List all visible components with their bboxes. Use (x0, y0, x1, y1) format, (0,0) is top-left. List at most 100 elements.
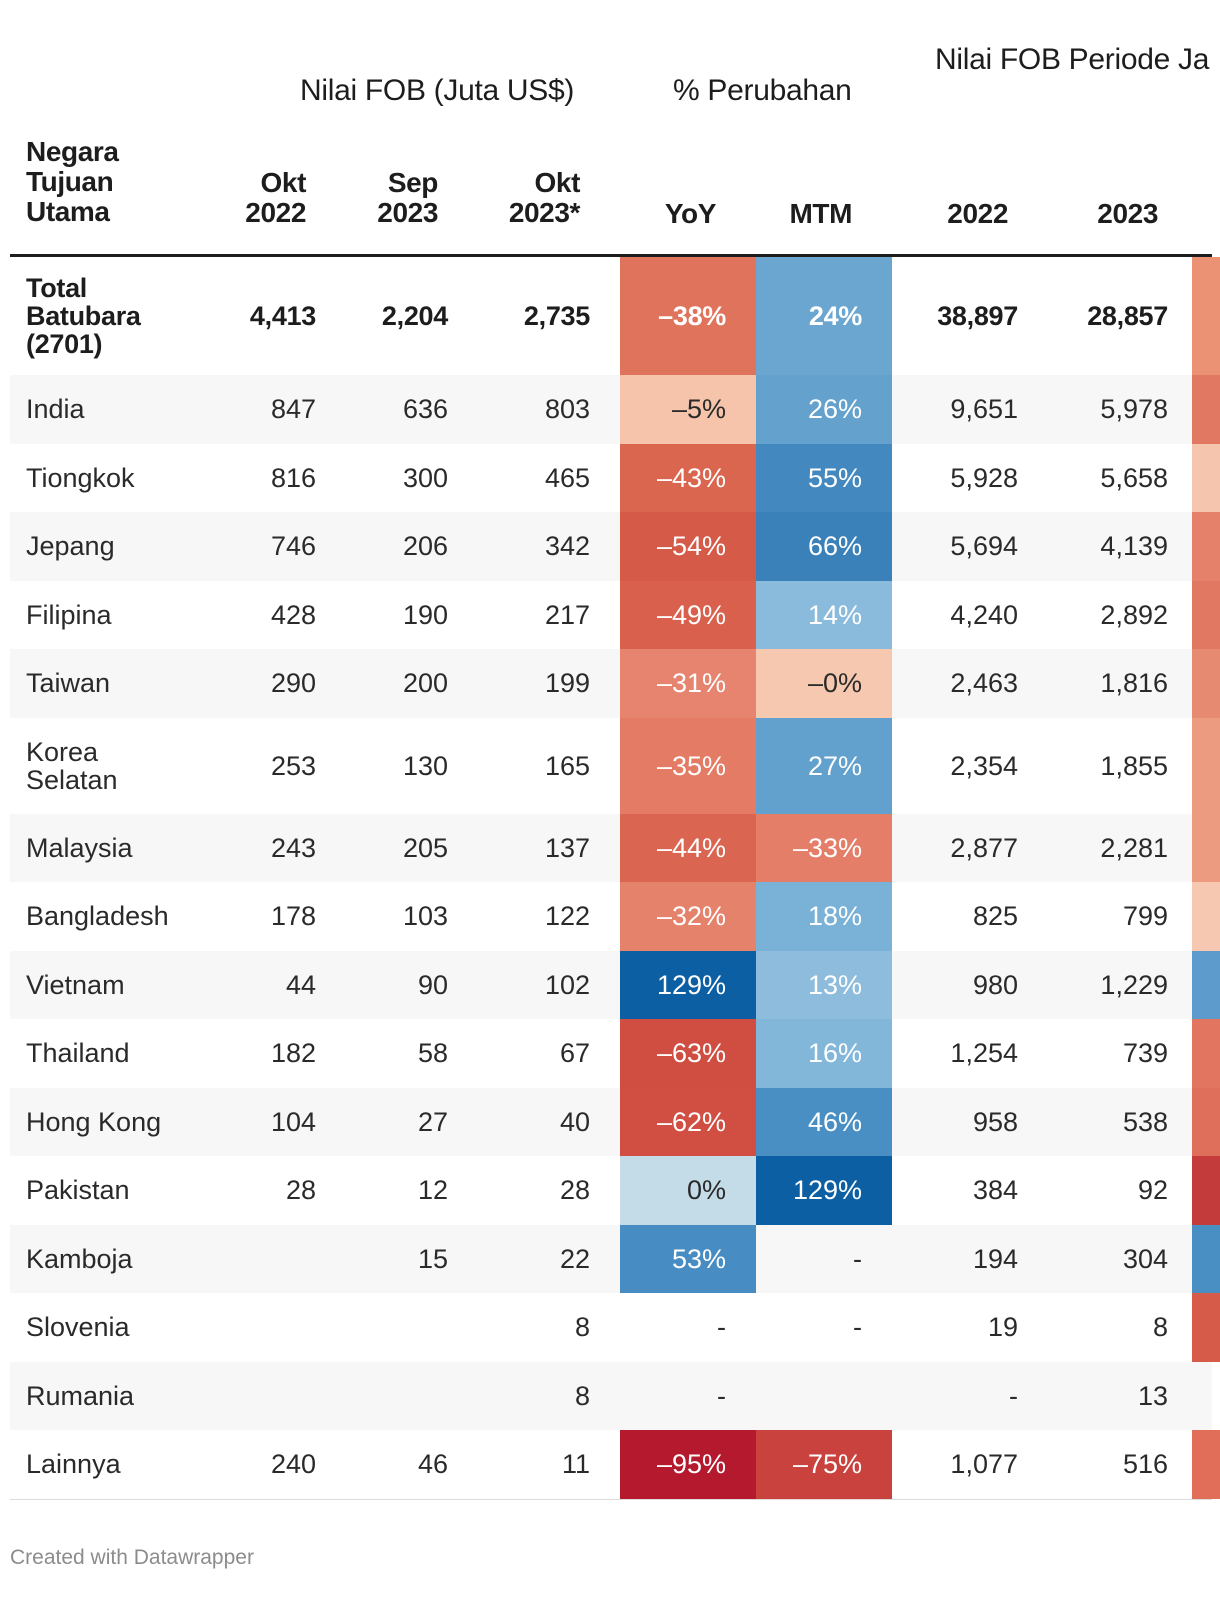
cell-sep2023: 12 (417, 1175, 448, 1206)
cell-okt2023: 342 (544, 531, 590, 562)
cell-yoy: –44% (620, 813, 756, 882)
table-row: Lainnya 240 46 11 –95% –75% 1,077 516 (10, 1430, 1220, 1500)
cell-period-change-swatch (1192, 1362, 1220, 1431)
cell-yoy: –63% (620, 1019, 756, 1088)
cell-period-change-swatch (1192, 1293, 1220, 1362)
cell-p2023: 516 (1122, 1449, 1168, 1480)
cell-p2022: 980 (972, 969, 1018, 1000)
cell-p2023: 8 (1152, 1312, 1168, 1343)
column-header-okt-2022[interactable]: Okt 2022 (245, 167, 306, 228)
cell-p2023: 92 (1137, 1175, 1168, 1206)
cell-okt2023: 102 (544, 969, 590, 1000)
cell-yoy: 0% (620, 1156, 756, 1225)
cell-p2023: 5,978 (1100, 394, 1168, 425)
cell-period-change-swatch (1192, 1224, 1220, 1293)
cell-period-change-swatch (1192, 257, 1220, 375)
cell-okt2023: 465 (544, 462, 590, 493)
cell-p2022: 5,928 (950, 462, 1018, 493)
group-header-nilai-fob: Nilai FOB (Juta US$) (300, 74, 575, 107)
cell-name: Vietnam (26, 969, 125, 1000)
cell-p2022: 1,077 (950, 1449, 1018, 1480)
table-row: Rumania 8 - - 13 (10, 1361, 1212, 1431)
cell-okt2022: 28 (285, 1175, 316, 1206)
cell-okt2022: 44 (285, 969, 316, 1000)
table-row: Jepang 746 206 342 –54% 66% 5,694 4,139 (10, 512, 1220, 582)
cell-period-change-swatch (1192, 1087, 1220, 1156)
cell-okt2022: 104 (270, 1106, 316, 1137)
cell-p2022: 194 (972, 1243, 1018, 1274)
cell-p2022: 38,897 (937, 301, 1018, 331)
cell-p2022: 5,694 (950, 531, 1018, 562)
cell-period-change-swatch (1192, 1430, 1220, 1499)
cell-name: India (26, 394, 85, 425)
cell-period-change-swatch (1192, 717, 1220, 814)
cell-p2022: - (1009, 1380, 1018, 1411)
column-header-yoy[interactable]: YoY (664, 198, 717, 229)
cell-yoy: 129% (620, 950, 756, 1019)
cell-name: Hong Kong (26, 1106, 162, 1137)
cell-p2023: 2,892 (1100, 599, 1168, 630)
cell-period-change-swatch (1192, 512, 1220, 581)
cell-p2022: 2,354 (950, 750, 1018, 781)
cell-mtm: 24% (756, 257, 892, 375)
cell-okt2023: 2,735 (523, 301, 590, 331)
cell-name: Malaysia (26, 832, 133, 863)
cell-yoy: –35% (620, 717, 756, 814)
cell-sep2023: 200 (402, 668, 448, 699)
cell-sep2023: 636 (402, 394, 448, 425)
cell-sep2023: 205 (402, 832, 448, 863)
table-row: Filipina 428 190 217 –49% 14% 4,240 2,892 (10, 580, 1220, 650)
cell-sep2023: 15 (417, 1243, 448, 1274)
cell-yoy: –38% (620, 257, 756, 375)
cell-p2022: 4,240 (950, 599, 1018, 630)
cell-mtm: - (853, 1243, 862, 1274)
column-header-negara[interactable]: Negara Tujuan Utama (26, 136, 119, 227)
cell-yoy: –54% (620, 512, 756, 581)
cell-p2023: 1,229 (1100, 969, 1168, 1000)
cell-p2023: 28,857 (1087, 301, 1168, 331)
cell-p2022: 825 (972, 901, 1018, 932)
cell-okt2022: 253 (270, 750, 316, 781)
cell-sep2023: 90 (417, 969, 448, 1000)
column-header-okt-2023[interactable]: Okt 2023* (508, 167, 581, 228)
column-header-mtm[interactable]: MTM (789, 198, 852, 229)
cell-okt2022 (210, 1225, 316, 1294)
table-row: Korea Selatan 253 130 165 –35% 27% 2,354 1,855 (10, 717, 1220, 815)
cell-period-change-swatch (1192, 375, 1220, 444)
cell-mtm: –75% (756, 1430, 892, 1499)
cell-name: Taiwan (26, 668, 111, 699)
cell-mtm: 13% (756, 950, 892, 1019)
cell-name: Bangladesh (26, 901, 169, 932)
column-header-2022[interactable]: 2022 (947, 198, 1008, 229)
cell-okt2023: 199 (544, 668, 590, 699)
cell-p2023: 1,855 (1100, 750, 1168, 781)
cell-mtm: –33% (756, 813, 892, 882)
cell-yoy: –32% (620, 882, 756, 951)
cell-period-change-swatch (1192, 1019, 1220, 1088)
cell-period-change-swatch (1192, 649, 1220, 718)
cell-period-change-swatch (1192, 813, 1220, 882)
cell-name: Filipina (26, 599, 112, 630)
cell-sep2023: 130 (402, 750, 448, 781)
cell-okt2022: 847 (270, 394, 316, 425)
column-header-sep-2023[interactable]: Sep 2023 (377, 167, 438, 228)
column-header-2023[interactable]: 2023 (1097, 198, 1158, 229)
cell-okt2022: 428 (270, 599, 316, 630)
cell-p2023: 1,816 (1100, 668, 1168, 699)
cell-okt2022: 746 (270, 531, 316, 562)
cell-yoy: –62% (620, 1087, 756, 1156)
cell-okt2023: 40 (559, 1106, 590, 1137)
cell-p2022: 2,463 (950, 668, 1018, 699)
table-row: Hong Kong 104 27 40 –62% 46% 958 538 (10, 1087, 1220, 1157)
cell-sep2023: 27 (417, 1106, 448, 1137)
cell-sep2023 (340, 1362, 448, 1431)
cell-name: Rumania (26, 1380, 135, 1411)
cell-name: Pakistan (26, 1175, 130, 1206)
group-header-perubahan: % Perubahan (673, 74, 852, 107)
cell-mtm: 55% (756, 443, 892, 512)
cell-sep2023: 190 (402, 599, 448, 630)
cell-p2022: 9,651 (950, 394, 1018, 425)
cell-mtm: - (853, 1312, 862, 1343)
header-rule (10, 254, 1212, 257)
table-row: Tiongkok 816 300 465 –43% 55% 5,928 5,658 (10, 443, 1220, 513)
